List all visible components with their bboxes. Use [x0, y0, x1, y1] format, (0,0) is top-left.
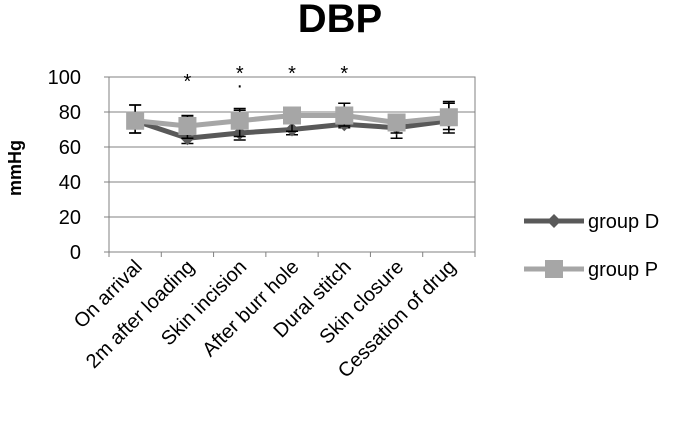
y-tick-label: 80: [59, 102, 81, 124]
legend: group D group P: [524, 211, 659, 281]
y-tick-label: 60: [59, 137, 81, 159]
y-tick-label: 100: [48, 67, 81, 89]
significance-annotation: ·: [236, 75, 243, 97]
significance-annotation: *: [236, 63, 244, 85]
plot-border: [108, 76, 476, 253]
y-tick-label: 20: [59, 207, 81, 229]
chart-title: DBP: [298, 0, 382, 41]
data-point-group-p: [126, 111, 145, 130]
data-point-group-p: [335, 106, 354, 125]
y-axis-label: mmHg: [5, 140, 25, 196]
data-point-group-p: [230, 111, 249, 130]
legend-label-group-p: group P: [588, 259, 658, 281]
y-tick-label: 40: [59, 172, 81, 194]
data-point-group-p: [439, 108, 458, 127]
legend-marker-group-p: [545, 260, 563, 278]
significance-annotation: *: [184, 71, 192, 93]
significance-annotation: *: [288, 63, 296, 85]
significance-annotation: *: [340, 63, 348, 85]
y-tick-label: 0: [70, 242, 81, 264]
legend-label-group-d: group D: [588, 211, 659, 233]
data-point-group-p: [387, 113, 406, 132]
data-point-group-p: [178, 117, 197, 135]
legend-marker-group-d: [547, 214, 561, 228]
data-point-group-p: [283, 106, 301, 125]
